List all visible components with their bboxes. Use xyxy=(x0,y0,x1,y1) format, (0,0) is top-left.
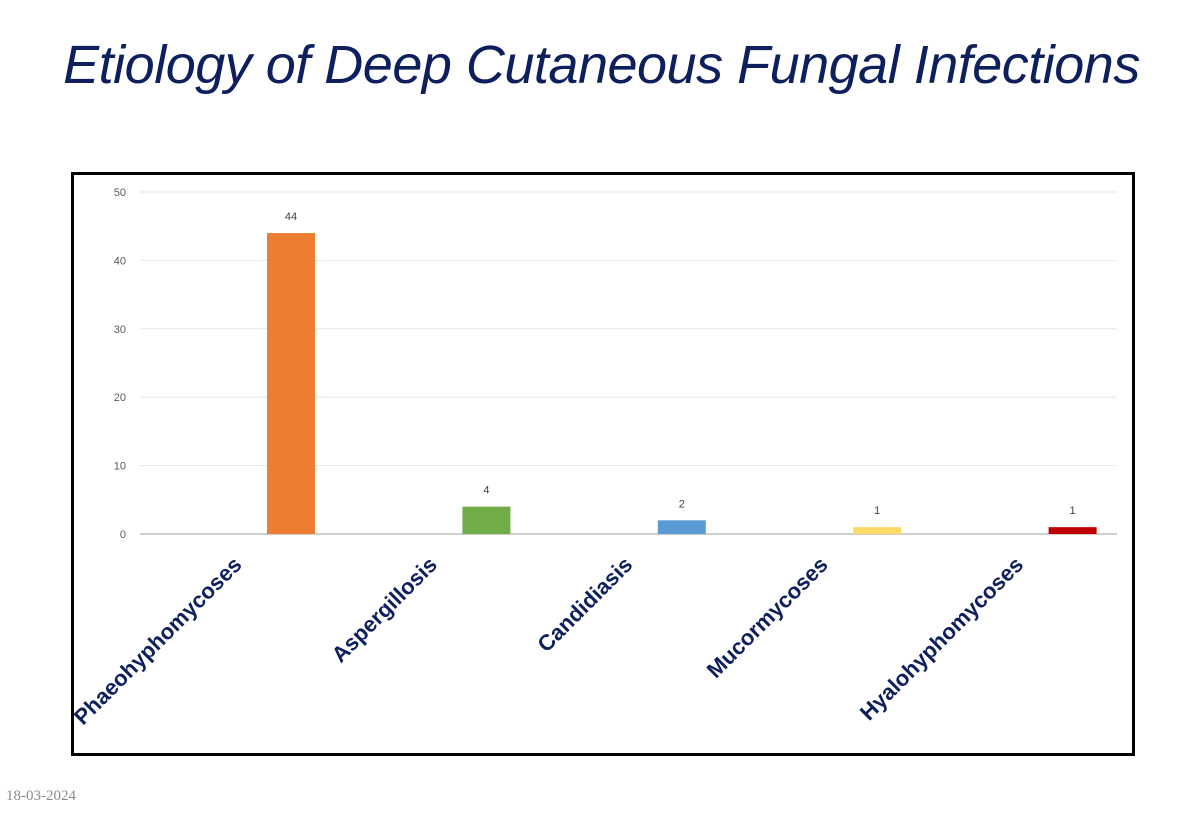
footer-date: 18-03-2024 xyxy=(6,788,76,804)
category-label: Mucormycoses xyxy=(702,552,833,683)
y-tick-label: 10 xyxy=(114,461,126,473)
bar xyxy=(657,520,706,534)
bar xyxy=(462,506,511,534)
data-label: 4 xyxy=(483,485,489,497)
bar xyxy=(853,527,902,534)
bar xyxy=(267,233,315,534)
category-label: Phaeohyphomycoses xyxy=(74,552,247,730)
y-tick-label: 40 xyxy=(114,255,126,267)
y-tick-label: 20 xyxy=(114,392,126,404)
y-tick-label: 50 xyxy=(114,187,126,199)
category-label: Candidiasis xyxy=(532,552,637,657)
data-label: 44 xyxy=(285,211,297,223)
chart-frame: 0 10 20 30 40 50 44 Phaeohyphomycoses 4 Aspergill… xyxy=(71,172,1135,756)
category-label: Hyalohyphomycoses xyxy=(855,552,1028,725)
data-label: 2 xyxy=(679,498,685,510)
data-label: 1 xyxy=(874,505,880,517)
y-tick-label: 0 xyxy=(120,529,126,541)
data-label: 1 xyxy=(1070,505,1076,517)
y-tick-label: 30 xyxy=(114,324,126,336)
bar xyxy=(1048,527,1097,534)
category-label: Aspergillosis xyxy=(327,552,442,667)
bar-chart: 0 10 20 30 40 50 44 Phaeohyphomycoses 4 Aspergill… xyxy=(74,187,1117,730)
slide-title: Etiology of Deep Cutaneous Fungal Infect… xyxy=(63,35,1140,95)
